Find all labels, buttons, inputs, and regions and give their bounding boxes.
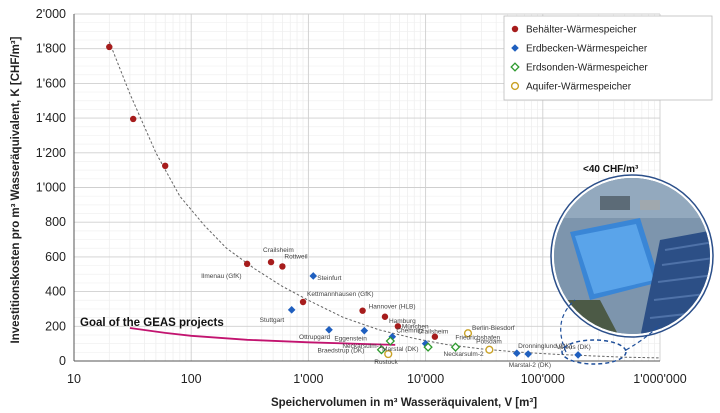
x-tick-label: 100 bbox=[181, 372, 202, 386]
data-point bbox=[359, 307, 366, 314]
data-point bbox=[381, 313, 389, 320]
data-label: Neckarsulm-2 bbox=[444, 351, 484, 358]
data-point bbox=[360, 326, 369, 335]
data-point bbox=[574, 351, 582, 359]
data-point bbox=[279, 263, 286, 270]
legend-marker bbox=[511, 44, 519, 52]
data-point bbox=[431, 333, 439, 340]
data-point bbox=[450, 342, 461, 352]
data-point bbox=[421, 339, 430, 348]
callout-ellipse bbox=[561, 339, 627, 365]
y-tick-label: 600 bbox=[45, 250, 66, 264]
data-label: Berlin-Biesdorf bbox=[472, 325, 515, 332]
data-point bbox=[463, 329, 473, 338]
data-label: Vojens (DK) bbox=[556, 344, 591, 351]
data-point bbox=[130, 115, 137, 123]
data-label: Braedstrup (DK) bbox=[317, 348, 364, 355]
x-tick-label: 1'000'000 bbox=[633, 372, 686, 386]
x-tick-label: 100'000 bbox=[521, 372, 565, 386]
legend-marker bbox=[510, 81, 520, 91]
legend-entry: Behälter-Wärmespeicher bbox=[526, 25, 637, 36]
callout-connector bbox=[625, 323, 661, 351]
data-label: Crailsheim bbox=[418, 329, 449, 336]
data-point bbox=[385, 336, 396, 346]
data-point bbox=[388, 332, 397, 341]
legend-entry: Aquifer-Wärmespeicher bbox=[526, 82, 632, 93]
data-label: Chemnitz bbox=[396, 328, 423, 335]
y-tick-label: 1'600 bbox=[36, 76, 66, 90]
y-tick-label: 1'200 bbox=[36, 146, 66, 160]
x-tick-label: 1'000 bbox=[293, 372, 323, 386]
data-label: Ilmenau (GfK) bbox=[201, 273, 241, 280]
data-point bbox=[106, 43, 113, 51]
legend-marker bbox=[511, 25, 519, 33]
legend: Behälter-Wärmespeicher Erdbecken-Wärmespe… bbox=[503, 15, 713, 101]
data-label: Hannover (HLB) bbox=[369, 304, 416, 311]
data-label: Eggenstein bbox=[334, 336, 367, 343]
callout-connector bbox=[560, 299, 576, 353]
data-label: Kettmannhausen (GfK) bbox=[307, 291, 373, 298]
photo-callout: <40 CHF/m³ bbox=[550, 164, 714, 365]
callout-label: <40 CHF/m³ bbox=[583, 164, 639, 175]
data-label: München bbox=[402, 323, 429, 330]
data-point bbox=[384, 349, 393, 359]
data-label: Stuttgart bbox=[260, 317, 285, 324]
data-label: Dronninglund (DK) bbox=[518, 343, 572, 350]
x-axis-label: Speichervolumen in m³ Wasseräquivalent, … bbox=[271, 397, 537, 409]
y-tick-label: 2'000 bbox=[36, 7, 66, 21]
data-point bbox=[376, 345, 387, 355]
data-label: Friedrichshafen bbox=[455, 335, 500, 342]
x-tick-label: 10 bbox=[67, 372, 81, 386]
curves bbox=[108, 41, 661, 359]
data-label: Marstal (DK) bbox=[382, 346, 418, 353]
data-label: Steinfurt bbox=[317, 275, 341, 282]
legend-entry: Erdsonden-Wärmespeicher bbox=[526, 63, 648, 74]
legend-entry: Erdbecken-Wärmespeicher bbox=[526, 44, 648, 55]
data-label: Hamburg bbox=[389, 318, 416, 325]
y-tick-label: 1'000 bbox=[36, 181, 66, 195]
legend-box bbox=[503, 15, 713, 101]
data-label: Neckarsulm-1 bbox=[342, 343, 382, 350]
data-point bbox=[512, 349, 521, 357]
y-tick-label: 200 bbox=[45, 319, 66, 333]
x-tick-label: 10'000 bbox=[407, 372, 444, 386]
data-label: Potsdam bbox=[476, 339, 502, 346]
goal-curve bbox=[129, 327, 396, 346]
data-label: Rostock bbox=[374, 359, 398, 366]
data-point bbox=[243, 260, 251, 268]
legend-marker bbox=[510, 62, 520, 72]
data-point bbox=[423, 342, 433, 352]
y-tick-label: 400 bbox=[45, 285, 66, 299]
data-label: Crailsheim bbox=[263, 247, 294, 254]
data-point bbox=[299, 298, 307, 306]
y-tick-label: 1'800 bbox=[36, 42, 66, 56]
data-label: Marstal-2 (DK) bbox=[509, 362, 551, 369]
data-label: Rottweil bbox=[284, 253, 308, 260]
data-point bbox=[287, 306, 296, 314]
y-tick-label: 1'400 bbox=[36, 111, 66, 125]
data-point bbox=[485, 345, 494, 354]
data-points bbox=[106, 43, 582, 359]
axes bbox=[73, 14, 660, 362]
y-tick-label: 800 bbox=[45, 215, 66, 229]
y-tick-label: 0 bbox=[59, 354, 66, 368]
data-point bbox=[325, 325, 333, 334]
data-point bbox=[394, 323, 402, 330]
data-point bbox=[524, 350, 532, 358]
data-point bbox=[161, 162, 169, 170]
data-label: Ottrupgard bbox=[299, 334, 330, 341]
goal-annotation: Goal of the GEAS projects bbox=[80, 317, 224, 329]
point-labels: Ilmenau (GfK)CrailsheimRottweilKettmannh… bbox=[201, 247, 591, 369]
y-axis-label: Investitionskosten pro m³ Wasseräquivale… bbox=[10, 36, 22, 343]
data-point bbox=[267, 258, 275, 266]
data-point bbox=[309, 272, 318, 280]
tick-labels: 10 100 1'000 10'000 100'000 1'000'000 0 200 400 6… bbox=[36, 7, 687, 386]
